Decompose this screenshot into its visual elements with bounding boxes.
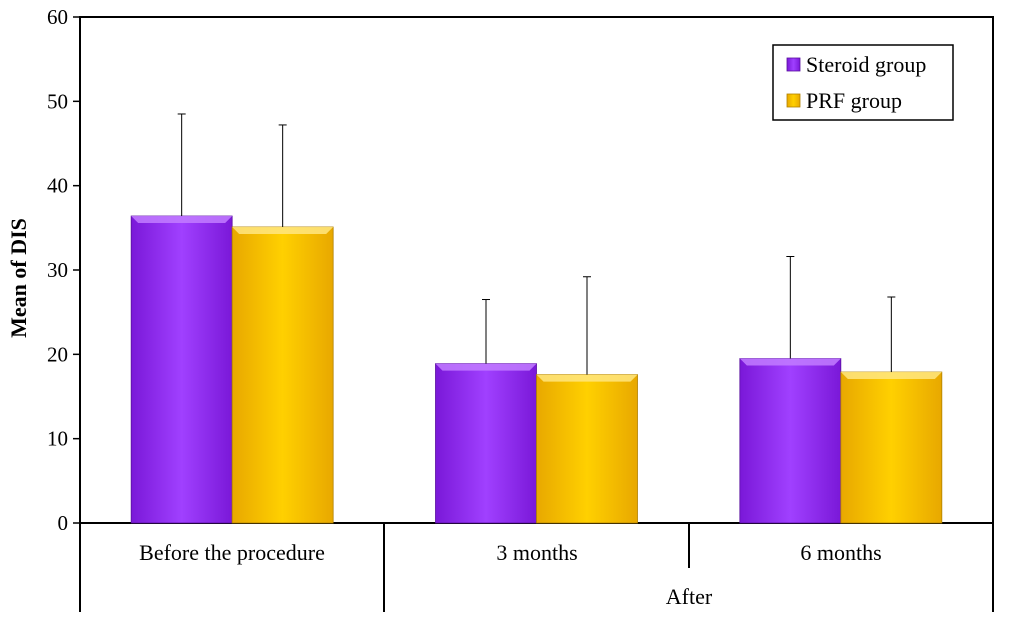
bar-bevel-series1-cat2 — [840, 372, 942, 380]
category-label-2: 6 months — [800, 540, 881, 565]
y-axis: 0 10 20 30 40 50 60 — [47, 5, 80, 535]
category-label-1: 3 months — [496, 540, 577, 565]
y-tick-label-3: 30 — [47, 258, 68, 282]
bar-series0-cat2 — [739, 358, 842, 524]
y-tick-label-6: 60 — [47, 5, 68, 29]
y-tick-label-1: 10 — [47, 427, 68, 451]
category-label-0: Before the procedure — [139, 540, 325, 565]
bar-series1-cat0 — [231, 226, 334, 524]
category-group-label: After — [666, 584, 713, 609]
legend-label-steroid: Steroid group — [806, 52, 926, 77]
bar-series0-cat0 — [130, 215, 233, 524]
bar-series0-cat1 — [435, 363, 537, 524]
bar-bevel-series0-cat0 — [131, 216, 233, 224]
bar-bevel-series1-cat1 — [536, 374, 638, 382]
y-tick-label-0: 0 — [58, 511, 69, 535]
category-axis: Before the procedure 3 months 6 months A… — [79, 523, 994, 612]
y-axis-title: Mean of DIS — [6, 218, 31, 338]
legend-swatch-prf — [786, 93, 801, 108]
y-tick-label-5: 50 — [47, 89, 68, 113]
y-tick-label-4: 40 — [47, 174, 68, 198]
legend: Steroid group PRF group — [772, 44, 954, 121]
y-tick-label-2: 20 — [47, 342, 68, 366]
legend-label-prf: PRF group — [806, 88, 902, 113]
bar-series1-cat2 — [840, 371, 943, 524]
error-bars — [177, 113, 896, 375]
bar-bevel-series1-cat0 — [232, 226, 334, 234]
bars — [130, 215, 943, 524]
bar-bevel-series0-cat2 — [739, 358, 841, 366]
bar-series1-cat1 — [536, 374, 638, 524]
legend-swatch-steroid — [786, 57, 801, 72]
bar-bevel-series0-cat1 — [435, 363, 537, 371]
legend-box — [772, 44, 954, 121]
